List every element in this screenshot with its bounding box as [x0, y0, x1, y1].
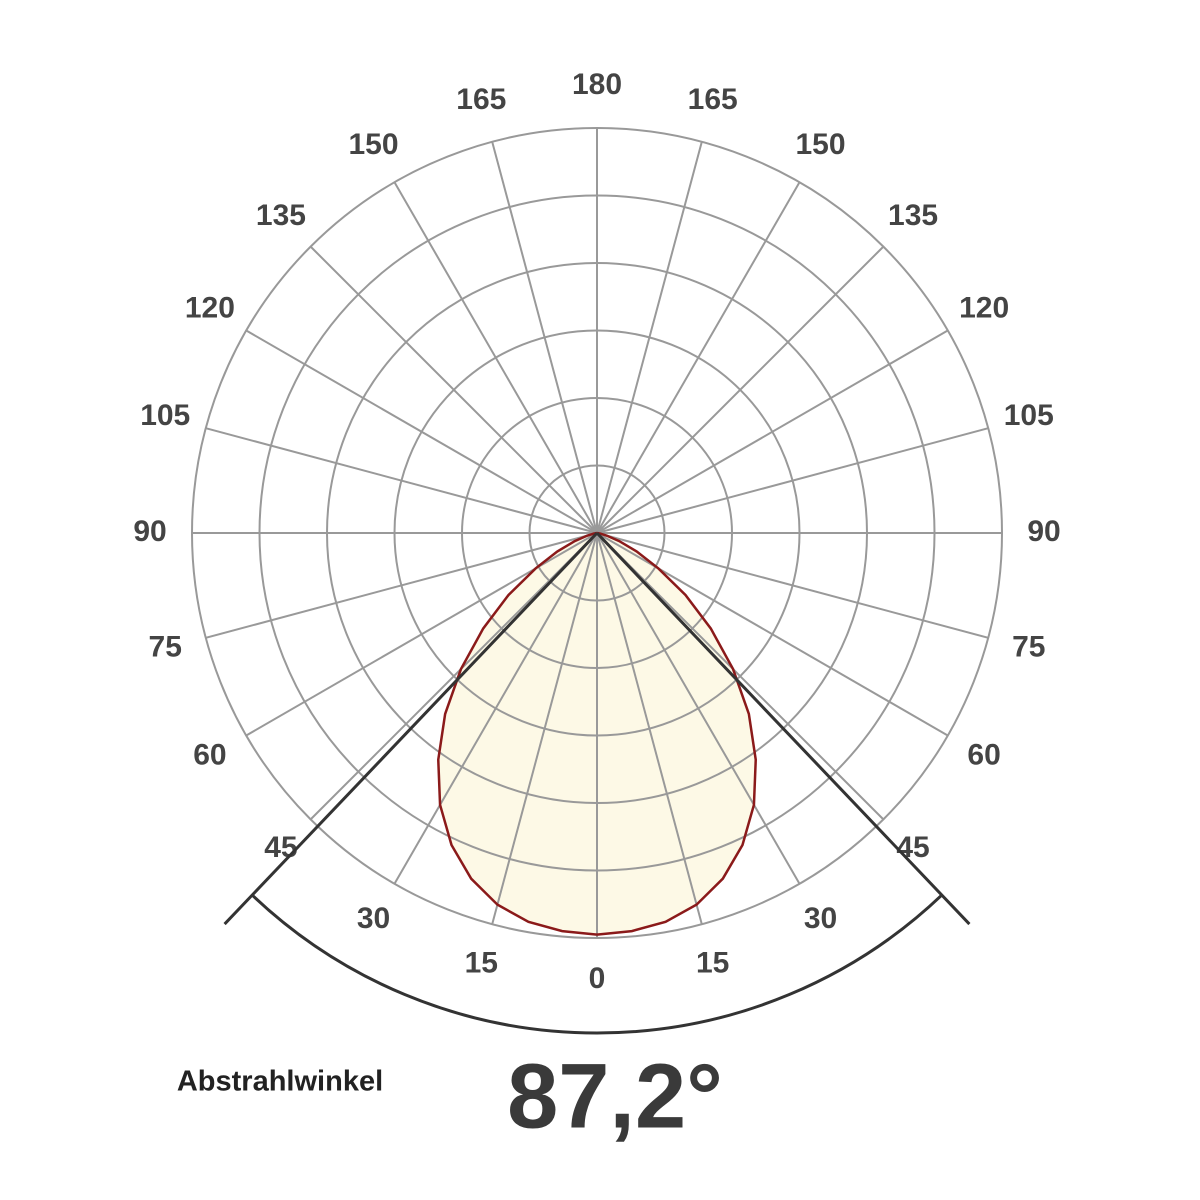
angle-label: 15 [696, 947, 729, 980]
intensity-curve [437, 531, 598, 936]
grid-spoke [309, 532, 598, 821]
grid-spoke [596, 532, 703, 925]
beam-arc [251, 893, 943, 1035]
angle-label: 135 [256, 199, 306, 232]
angle-label: 165 [688, 83, 738, 116]
angle-label: 15 [465, 947, 498, 980]
grid-spoke [491, 141, 598, 534]
beam-angle: 87,2° [507, 1045, 723, 1147]
angle-label: 135 [888, 199, 938, 232]
angle-label: 60 [193, 738, 226, 771]
angle-label: 45 [896, 831, 929, 864]
grid-spoke [205, 532, 598, 639]
angle-label: 75 [1012, 631, 1045, 664]
grid-spoke [245, 329, 598, 534]
angle-label: 165 [456, 83, 506, 116]
grid-spoke [596, 532, 989, 639]
grid-spoke [596, 141, 703, 534]
angle-label: 45 [264, 831, 297, 864]
angle-label: 60 [967, 738, 1000, 771]
beam-label: Abstrahlwinkel [177, 1066, 383, 1098]
beam-line [223, 531, 599, 926]
angle-label: 90 [1027, 515, 1060, 548]
angle-label: 120 [185, 291, 235, 324]
grid-spoke [596, 427, 989, 534]
grid-spoke [309, 245, 598, 534]
grid-spoke [596, 532, 885, 821]
grid-spoke [205, 427, 598, 534]
angle-label: 0 [589, 962, 606, 995]
beam-line [595, 531, 971, 926]
grid-spoke [393, 181, 598, 534]
grid-spoke [596, 245, 885, 534]
angle-label: 30 [357, 902, 390, 935]
grid-spoke [596, 532, 801, 885]
angle-label: 105 [140, 399, 190, 432]
angle-label: 180 [572, 68, 622, 101]
angle-label: 120 [959, 291, 1009, 324]
angle-label: 75 [149, 631, 182, 664]
grid-spoke [491, 532, 598, 925]
angle-label: 150 [795, 128, 845, 161]
grid-spoke [596, 181, 801, 534]
angle-label: 90 [133, 515, 166, 548]
angle-label: 150 [348, 128, 398, 161]
angle-label: 30 [804, 902, 837, 935]
grid-spoke [596, 329, 949, 534]
intensity-curve [596, 531, 757, 936]
grid-spoke [393, 532, 598, 885]
angle-label: 105 [1004, 399, 1054, 432]
